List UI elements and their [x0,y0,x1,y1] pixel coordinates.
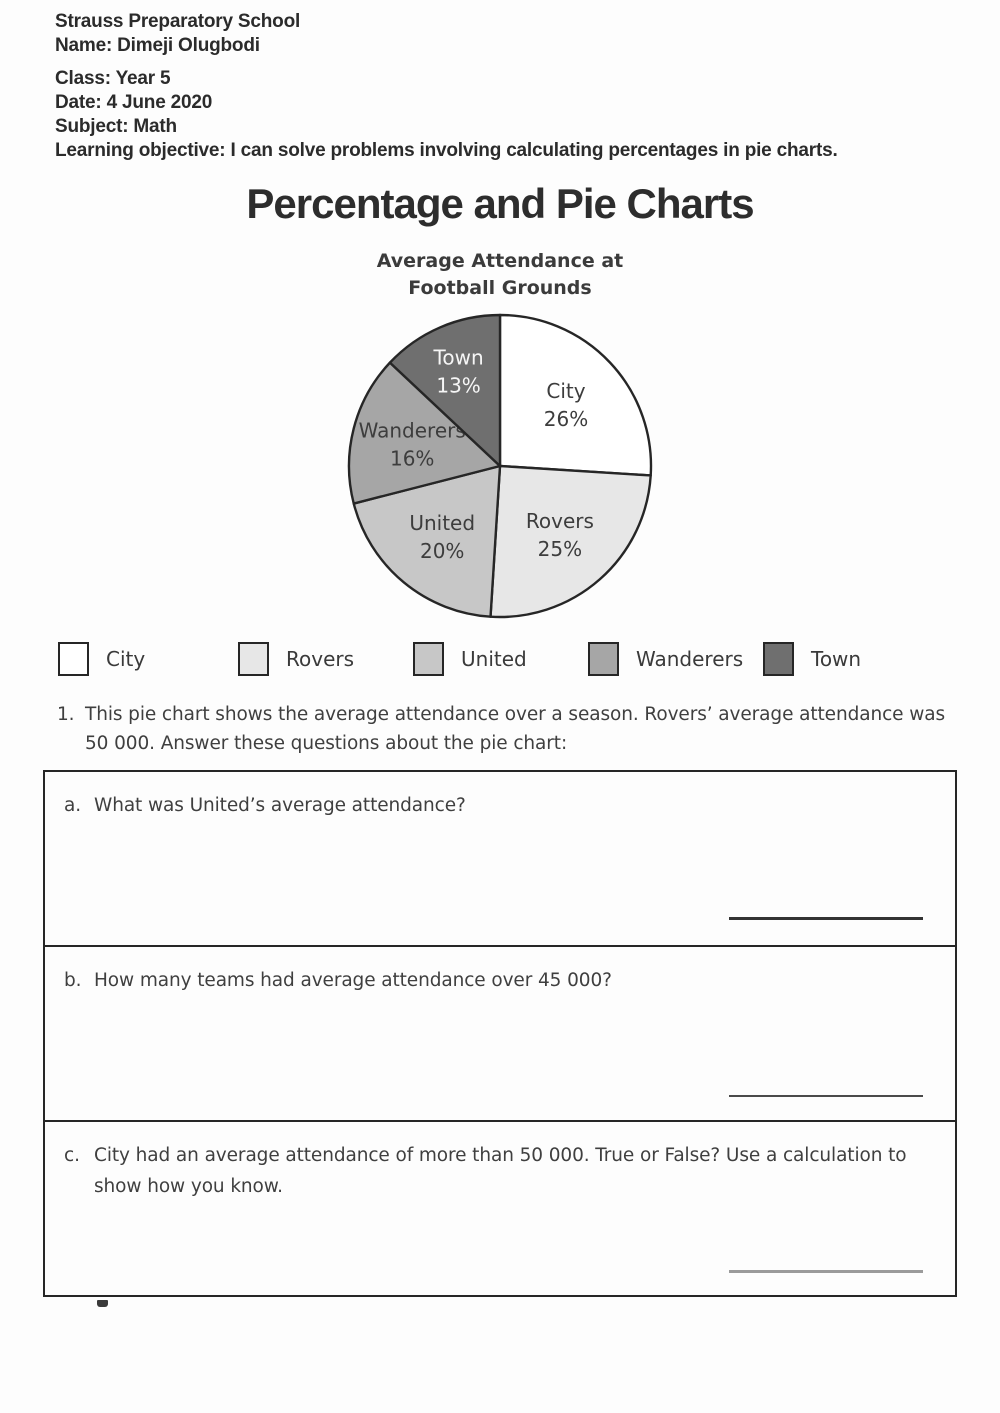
legend-swatch-town [763,642,794,676]
legend-swatch-city [58,642,89,676]
legend-item-wanderers: Wanderers [588,642,743,676]
chart-title-line-2: Football Grounds [408,277,592,299]
student-name-line: Name: Dimeji Olugbodi [55,35,260,56]
legend-swatch-wanderers [588,642,619,676]
pie-label-united: 20% [420,539,464,563]
pie-chart: City 26% Rovers 25% United 20% Wanderers 16% Tow… [347,313,653,619]
question-c-text: City had an average attendance of more t… [94,1145,907,1197]
legend-item-town: Town [763,642,861,676]
question-1-text: This pie chart shows the average attenda… [85,704,946,754]
question-a-letter: a. [64,795,82,816]
pie-slice-rovers [489,464,652,619]
pie-slice-united [352,464,502,618]
question-1: 1. This pie chart shows the average atte… [57,700,952,758]
legend-item-united: United [413,642,527,676]
learning-objective-line: Learning objective: I can solve problems… [55,140,838,161]
question-box-c: c. City had an average attendance of mor… [43,1120,957,1297]
pie-label-city: 26% [544,407,588,431]
pie-slice-city [498,313,653,477]
pie-slice-town [388,313,502,468]
question-boxes: a. What was United’s average attendance?… [43,770,957,1297]
question-b-letter: b. [64,970,82,991]
class-line: Class: Year 5 [55,68,171,89]
worksheet-header: Strauss Preparatory School Name: Dimeji … [55,10,975,163]
legend-label-rovers: Rovers [286,647,355,671]
legend-label-town: Town [811,647,862,671]
question-c: c. City had an average attendance of mor… [45,1122,955,1202]
page-title: Percentage and Pie Charts [246,180,754,227]
pie-label-town: Town [433,345,484,369]
question-b: b. How many teams had average attendance… [45,947,955,996]
pie-label-wanderers: 16% [390,447,434,471]
header-gap [55,58,975,67]
answer-line-c[interactable] [729,1270,923,1273]
legend-item-city: City [58,642,145,676]
question-1-number: 1. [57,704,75,725]
subject-line: Subject: Math [55,116,177,137]
date-line: Date: 4 June 2020 [55,92,213,113]
question-a: a. What was United’s average attendance? [45,772,955,821]
legend-label-city: City [106,647,146,671]
chart-title: Average Attendance at Football Grounds [0,248,1000,302]
pie-label-rovers: 25% [538,537,582,561]
question-box-b: b. How many teams had average attendance… [43,945,957,1122]
legend-swatch-united [413,642,444,676]
pie-label-town: 13% [436,373,480,397]
question-a-text: What was United’s average attendance? [94,795,466,816]
chart-title-line-1: Average Attendance at [376,250,624,272]
pie-slice-wanderers [347,361,502,505]
pie-label-wanderers: Wanderers [359,419,466,443]
legend-swatch-rovers [238,642,269,676]
pie-label-united: United [409,511,475,535]
stray-mark [97,1300,108,1307]
legend-label-united: United [461,647,527,671]
question-c-letter: c. [64,1145,80,1166]
answer-line-b[interactable] [729,1095,923,1097]
pie-label-rovers: Rovers [526,509,594,533]
school-name: Strauss Preparatory School [55,11,301,32]
question-box-a: a. What was United’s average attendance? [43,770,957,947]
answer-line-a[interactable] [729,917,923,920]
question-b-text: How many teams had average attendance ov… [94,970,612,991]
legend-label-wanderers: Wanderers [636,647,744,671]
legend-item-rovers: Rovers [238,642,354,676]
pie-label-city: City [546,379,585,403]
